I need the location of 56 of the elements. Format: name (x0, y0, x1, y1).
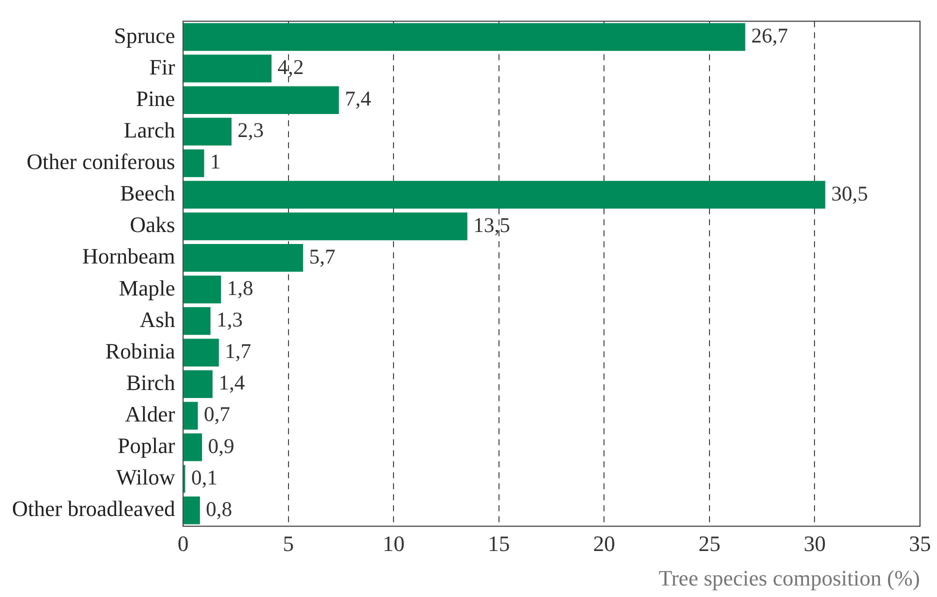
y-tick-label: Poplar (118, 433, 176, 458)
bar (184, 118, 232, 146)
x-tick-label: 35 (909, 531, 931, 556)
y-tick-label: Birch (126, 370, 176, 395)
y-tick-label: Pine (136, 86, 176, 111)
x-tick-label: 30 (804, 531, 826, 556)
data-label: 7,4 (344, 86, 372, 111)
y-tick-label: Spruce (114, 22, 176, 48)
x-tick-label: 15 (488, 531, 510, 556)
bar (184, 212, 468, 240)
bar (184, 149, 204, 178)
y-tick-label: Fir (149, 54, 176, 80)
x-tick-label: 5 (282, 531, 294, 556)
bar (184, 402, 198, 430)
y-tick-label: Wilow (116, 464, 176, 490)
bar (184, 23, 746, 51)
y-tick-label: Robinia (105, 338, 176, 364)
data-label: 2,3 (238, 118, 264, 142)
data-label: 1 (210, 150, 221, 174)
y-tick-label: Alder (124, 402, 176, 427)
bar (184, 86, 339, 114)
y-tick-label: Oaks (130, 212, 176, 238)
data-label: 1,7 (224, 339, 252, 364)
bar (184, 370, 213, 398)
data-label: 0,8 (206, 496, 232, 521)
data-label: 30,5 (831, 181, 868, 206)
bar (184, 276, 221, 304)
bar (184, 496, 200, 524)
y-tick-label: Larch (124, 117, 176, 142)
data-label: 5,7 (309, 244, 336, 268)
data-label: 1,3 (216, 308, 243, 332)
x-tick-label: 0 (178, 531, 189, 556)
bar (184, 338, 219, 366)
bar (184, 54, 272, 82)
bar (184, 307, 210, 335)
y-tick-label: Beech (120, 180, 176, 206)
bar (184, 180, 826, 209)
y-tick-label: Other broadleaved (12, 496, 176, 522)
y-tick-label: Other coniferous (26, 149, 176, 174)
x-tick-label: 25 (698, 531, 720, 556)
data-label: 13,5 (473, 212, 510, 237)
bar (184, 433, 202, 462)
data-label: 0,9 (208, 434, 234, 458)
data-label: 0,1 (191, 465, 218, 490)
data-label: 0,7 (204, 402, 230, 426)
bar (184, 244, 304, 272)
data-label: 1,4 (218, 370, 246, 395)
data-label: 1,8 (226, 276, 254, 300)
data-label: 26,7 (751, 23, 788, 48)
y-tick-label: Ash (140, 306, 176, 332)
data-label: 4,2 (278, 55, 304, 80)
x-axis-title: Tree species composition (%) (658, 566, 920, 591)
y-tick-label: Hornbeam (82, 244, 176, 269)
y-tick-label: Maple (118, 275, 176, 300)
x-tick-label: 20 (593, 531, 616, 556)
x-tick-label: 10 (382, 531, 405, 556)
